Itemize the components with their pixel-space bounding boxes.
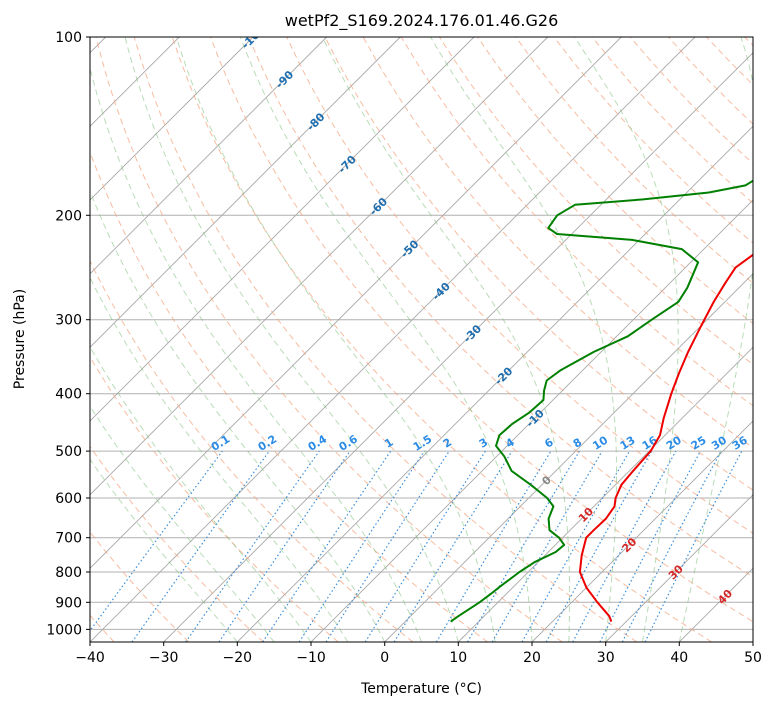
mixing-ratio-line	[131, 450, 270, 642]
skewed-isotherm-line	[163, 52, 753, 642]
skewed-isotherm-line	[90, 37, 254, 201]
mixing-ratio-line	[325, 450, 450, 642]
dry-adiabat-line	[210, 37, 753, 623]
moist-adiabat-line	[90, 345, 312, 642]
dry-adiabat-line	[171, 37, 712, 642]
dry-adiabat-line	[515, 37, 753, 284]
mixing-ratio-line	[262, 450, 392, 642]
x-tick-label: 10	[449, 650, 467, 666]
dry-adiabat-line	[95, 37, 563, 642]
plot-frame	[89, 36, 754, 643]
mixing-ratio-line	[185, 450, 320, 642]
moist-adiabat-line	[90, 405, 275, 642]
chart-title: wetPf2_S169.2024.176.01.46.G26	[285, 11, 559, 31]
x-tick-label: 20	[523, 650, 541, 666]
y-tick-label: 700	[55, 531, 82, 547]
skewed-isotherm-line	[236, 125, 753, 642]
mixing-ratio-line	[545, 450, 653, 642]
skewed-isotherm-line	[531, 420, 753, 642]
skewed-isotherm-line	[90, 37, 475, 422]
y-tick-label: 300	[55, 313, 82, 329]
dry-adiabat-line	[286, 37, 753, 534]
mixing-ratio-line	[572, 450, 677, 642]
y-tick-label: 800	[55, 565, 82, 581]
plot-area: 0.1 0.2 0.4 0.6 1 1.5 2 3 4 6 8 10 13 16 20 25 30 36-100-…	[90, 37, 753, 642]
mixing-ratio-line	[218, 450, 351, 642]
y-tick-label: 200	[55, 208, 82, 224]
skewed-isotherm-line	[605, 494, 753, 642]
x-tick-label: −10	[296, 650, 326, 666]
skewed-isotherm-line	[384, 273, 753, 642]
mixing-ratio-line	[90, 450, 223, 632]
x-tick-label: 50	[744, 650, 762, 666]
mixing-ratio-line	[393, 450, 513, 642]
dry-adiabat-line	[90, 445, 264, 642]
mixing-ratio-line	[521, 450, 631, 642]
moist-adiabat-line	[430, 37, 617, 642]
moist-adiabat-line	[678, 37, 753, 642]
y-tick-label: 500	[55, 444, 82, 460]
x-tick-label: 40	[670, 650, 688, 666]
moist-adiabat-line	[90, 276, 349, 642]
moist-adiabat-line	[175, 37, 496, 642]
y-tick-label: 100	[55, 30, 82, 46]
x-axis-label: Temperature (°C)	[360, 681, 482, 697]
skewed-isotherm-line	[90, 37, 401, 348]
moist-adiabat-line	[124, 37, 459, 642]
moist-adiabat-line	[90, 189, 386, 642]
y-tick-label: 400	[55, 387, 82, 403]
dewpoint-profile-line	[450, 179, 753, 623]
moist-adiabat-line	[574, 37, 679, 642]
x-tick-label: −20	[223, 650, 253, 666]
mixing-ratio-line	[644, 450, 743, 642]
mixing-ratio-line	[298, 450, 425, 642]
x-tick-label: −30	[149, 650, 179, 666]
moist-adiabat-line	[90, 65, 422, 642]
y-tick-label: 1000	[46, 622, 82, 638]
dry-adiabat-line	[248, 37, 753, 578]
moist-adiabat-line	[90, 458, 238, 642]
skewed-isotherm-line	[90, 37, 549, 496]
temperature-profile-line	[578, 253, 753, 622]
skewed-isotherm-line	[457, 346, 753, 642]
y-tick-label: 600	[55, 491, 82, 507]
x-tick-label: −40	[75, 650, 105, 666]
y-tick-label: 900	[55, 595, 82, 611]
dry-adiabat-line	[90, 356, 339, 642]
moist-adiabat-line	[239, 37, 533, 642]
x-tick-label: 30	[597, 650, 615, 666]
dry-adiabat-line	[133, 37, 638, 642]
dry-adiabat-line	[90, 259, 414, 642]
skewed-isotherm-line	[90, 37, 622, 569]
dry-adiabat-line	[324, 37, 753, 491]
skewed-isotherm-line	[90, 37, 328, 275]
x-tick-label: 0	[380, 650, 389, 666]
moist-adiabat-line	[322, 37, 571, 642]
y-axis-label: Pressure (hPa)	[12, 289, 28, 389]
